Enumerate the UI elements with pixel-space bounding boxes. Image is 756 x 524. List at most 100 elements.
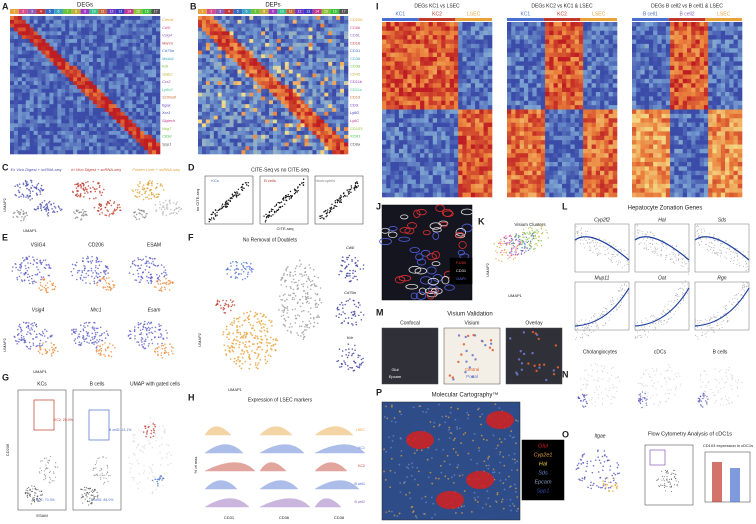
heatmap-cell xyxy=(136,111,141,116)
cell-dot xyxy=(111,280,114,282)
heatmap-cell xyxy=(241,54,246,59)
heatmap-cell xyxy=(233,27,238,32)
cell-dot xyxy=(227,303,229,306)
heatmap-cell xyxy=(81,39,86,44)
cell-dot xyxy=(225,268,228,271)
heatmap-cell xyxy=(213,123,219,128)
heatmap-cell xyxy=(221,146,226,151)
heatmap-cell xyxy=(17,54,23,59)
heatmap-cell xyxy=(296,123,301,128)
cell-dot xyxy=(97,276,99,279)
heatmap-cell xyxy=(304,31,309,36)
heatmap-cell xyxy=(233,69,238,74)
heatmap-cell xyxy=(25,39,31,44)
heatmap-cell xyxy=(233,108,238,113)
heatmap-cell xyxy=(213,85,219,90)
heatmap-cell xyxy=(340,42,345,47)
cell-dot xyxy=(222,299,224,302)
heatmap-cell xyxy=(241,85,246,90)
cell-dot xyxy=(305,280,308,283)
heatmap-cell xyxy=(85,111,90,116)
cell-dot xyxy=(256,364,259,366)
cell-dot xyxy=(292,275,295,277)
heatmap-cell xyxy=(96,85,102,90)
cell-dot xyxy=(86,341,88,344)
cell-dot xyxy=(179,208,182,211)
cell-dot xyxy=(14,339,17,342)
cluster-bar xyxy=(71,9,81,14)
heatmap-cell xyxy=(292,46,297,51)
heatmap-cell xyxy=(132,108,137,113)
heatmap-cell xyxy=(77,65,82,70)
heatmap-cell xyxy=(312,54,317,59)
cell-dot xyxy=(349,280,352,283)
heatmap-cell xyxy=(73,35,78,40)
heatmap-cell xyxy=(284,123,290,128)
heatmap-cell xyxy=(332,96,337,101)
heatmap-cell xyxy=(73,23,78,28)
cell-dot xyxy=(248,367,251,370)
heatmap-cell xyxy=(257,85,262,90)
heatmap-cell xyxy=(140,73,145,78)
heatmap-cell xyxy=(41,92,46,97)
gene-dot xyxy=(265,213,267,216)
cell-dot xyxy=(150,182,153,184)
heatmap-cell xyxy=(108,131,113,136)
cell-dot xyxy=(256,318,259,320)
cell-dot xyxy=(49,335,52,337)
heatmap-cell xyxy=(100,115,106,120)
cell-dot xyxy=(103,188,105,191)
cell-dot xyxy=(30,277,33,280)
cell-dot xyxy=(236,339,239,342)
cell-dot xyxy=(50,342,53,344)
heatmap-cell xyxy=(96,123,102,128)
cell-dot xyxy=(40,498,42,501)
cell-dot xyxy=(104,273,107,275)
cell-dot xyxy=(22,182,25,185)
cell-dot xyxy=(53,205,56,208)
cell-dot xyxy=(288,326,291,328)
cell-dot xyxy=(29,192,32,194)
heatmap-cell xyxy=(201,123,207,128)
heatmap-cell xyxy=(33,100,38,105)
heatmap-cell xyxy=(92,111,98,116)
heatmap-cell xyxy=(152,50,157,55)
cell-dot xyxy=(309,267,311,269)
heatmap-cell xyxy=(257,27,262,32)
heatmap-cell xyxy=(213,31,219,36)
heatmap-cell xyxy=(128,92,133,97)
heatmap-cell xyxy=(245,88,250,93)
cell-dot xyxy=(304,267,306,270)
cluster-bar xyxy=(224,9,234,14)
cell-dot xyxy=(243,331,246,334)
heatmap-cell xyxy=(57,131,62,136)
cell-dot xyxy=(160,334,163,336)
heatmap-cell xyxy=(229,23,234,28)
heatmap-cell xyxy=(304,123,309,128)
heatmap-cell xyxy=(112,62,117,67)
cell-dot xyxy=(29,179,32,182)
cell-dot xyxy=(344,361,346,364)
cell-dot xyxy=(51,284,54,286)
heatmap-cell xyxy=(17,138,23,143)
cell-dot xyxy=(244,360,247,363)
label: 12 xyxy=(298,9,302,13)
heatmap-cell xyxy=(96,104,102,109)
cell-dot xyxy=(77,335,80,338)
heatmap-cell xyxy=(213,100,219,105)
cell-dot xyxy=(347,299,349,302)
heatmap-cell xyxy=(296,100,301,105)
label: Cd79a xyxy=(344,290,357,295)
heatmap-cell xyxy=(261,111,266,116)
cell-dot xyxy=(345,265,348,268)
cell-dot xyxy=(355,365,358,368)
cell-dot xyxy=(161,347,164,350)
heatmap-cell xyxy=(148,23,153,28)
cell-dot xyxy=(92,186,94,189)
heatmap-cell xyxy=(308,108,313,113)
cell-dot xyxy=(150,282,153,284)
cell-dot xyxy=(15,266,17,269)
cell-dot xyxy=(77,194,80,197)
heatmap-cell xyxy=(276,108,282,113)
heatmap-cell xyxy=(205,104,211,109)
